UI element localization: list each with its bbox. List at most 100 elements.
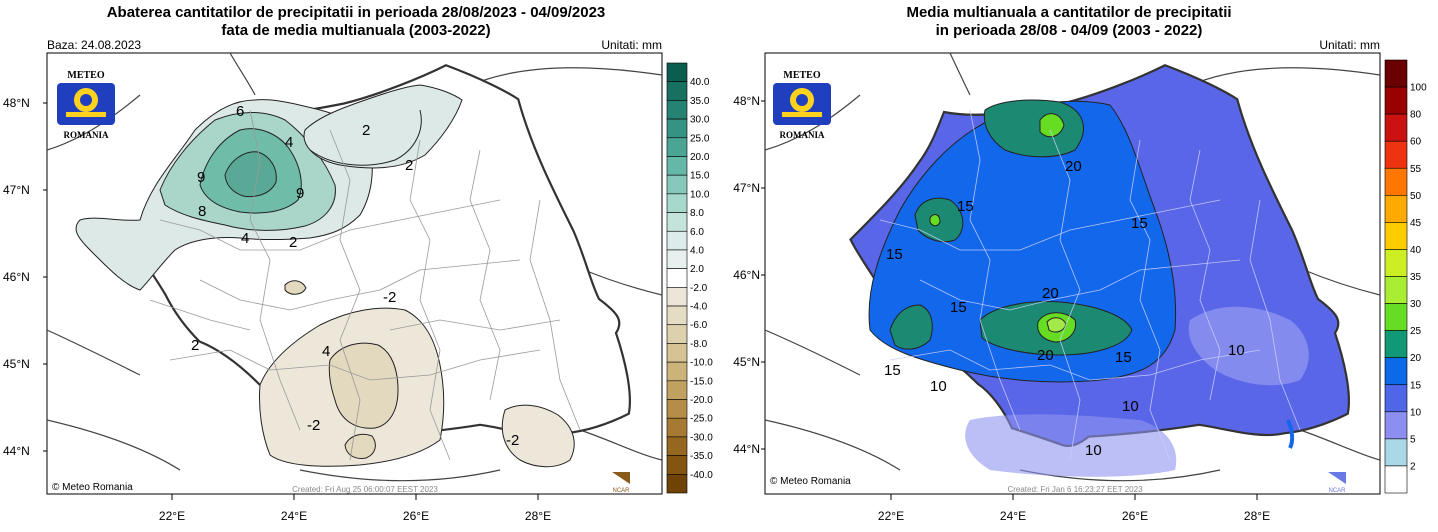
right-contour-labels: 15 20 15 15 15 20 15 20 15 10 10 10 10 (884, 158, 1245, 459)
right-lat-labels: 48°N 47°N 46°N 45°N 44°N (733, 94, 760, 456)
left-contour-label: -2 (383, 289, 396, 306)
legend-label: 8.0 (690, 208, 704, 219)
left-contour-label: 2 (362, 122, 370, 139)
legend-label: 45 (1410, 218, 1422, 229)
lat-label: 48°N (3, 96, 30, 110)
left-created: Created: Fri Aug 25 06:00:07 EEST 2023 (292, 485, 438, 494)
legend-label: 35.0 (690, 96, 710, 107)
legend-label: 40.0 (690, 77, 710, 88)
legend-swatch (666, 193, 688, 213)
lat-label: 48°N (733, 94, 760, 108)
left-contour-label: -2 (307, 417, 320, 434)
legend-swatch (666, 474, 688, 494)
legend-swatch (666, 455, 688, 475)
left-map-panel: Abaterea cantitatilor de precipitatii in… (3, 4, 713, 523)
legend-label: 15 (1410, 380, 1422, 391)
legend-label: 20 (1410, 353, 1422, 364)
right-logo-top: METEO (783, 70, 820, 81)
left-contour-labels: 6 4 2 2 9 9 8 4 2 -2 4 2 -2 -2 (191, 103, 519, 449)
lon-label: 22°E (878, 509, 904, 523)
lat-label: 46°N (733, 268, 760, 282)
left-contour-label: 2 (191, 337, 199, 354)
legend-swatch (1384, 357, 1408, 386)
legend-swatch (666, 399, 688, 419)
left-contour-label: 4 (241, 230, 249, 247)
lon-label: 24°E (281, 509, 307, 523)
right-contour-label: 20 (1037, 347, 1054, 364)
legend-label: 2 (1410, 461, 1416, 472)
svg-text:NCAR: NCAR (1328, 488, 1346, 494)
right-contour-label: 15 (950, 299, 967, 316)
legend-swatch (666, 137, 688, 157)
legend-label: 25 (1410, 326, 1422, 337)
legend-swatch (1384, 384, 1408, 413)
lat-label: 47°N (3, 183, 30, 197)
lon-label: 28°E (525, 509, 551, 523)
left-title-line2: fata de media multianuala (2003-2022) (221, 22, 490, 39)
right-contour-label: 20 (1065, 158, 1082, 175)
right-contour-label: 15 (1115, 349, 1132, 366)
legend-swatch (1384, 303, 1408, 331)
left-units-label: Unitati: mm (601, 38, 662, 52)
legend-swatch (666, 249, 688, 269)
left-contour-label: 4 (285, 134, 293, 151)
lon-label: 26°E (1122, 509, 1148, 523)
left-lon-labels: 22°E 24°E 26°E 28°E (159, 509, 551, 523)
right-logo-bottom: ROMANIA (780, 130, 825, 140)
left-base-label: Baza: 24.08.2023 (47, 38, 141, 52)
right-map-content: 15 20 15 15 15 20 15 20 15 10 10 10 10 (765, 53, 1380, 482)
legend-label: -6.0 (690, 320, 708, 331)
legend-label: 35 (1410, 272, 1422, 283)
legend-label: 100 (1410, 83, 1427, 94)
legend-swatch (1384, 438, 1408, 467)
left-contour-label: 4 (322, 343, 330, 360)
lat-label: 44°N (3, 444, 30, 458)
legend-label: -35.0 (690, 451, 713, 462)
right-contour-label: 10 (1085, 442, 1102, 459)
legend-label: -15.0 (690, 376, 713, 387)
legend-label: -4.0 (690, 302, 708, 313)
legend-label: -10.0 (690, 358, 713, 369)
legend-swatch (666, 81, 688, 101)
lon-label: 24°E (1000, 509, 1026, 523)
legend-label: -40.0 (690, 470, 713, 481)
legend-swatch (666, 287, 688, 307)
legend-swatch (666, 62, 688, 82)
legend-swatch (666, 268, 688, 288)
legend-label: 55 (1410, 164, 1422, 175)
legend-swatch (666, 230, 688, 251)
left-lat-labels: 48°N 47°N 46°N 45°N 44°N (3, 96, 30, 458)
legend-label: -25.0 (690, 414, 713, 425)
right-ncar-logo: NCAR (1328, 472, 1346, 494)
left-contour-label: -2 (506, 432, 519, 449)
right-created: Created: Fri Jan 6 16:23:27 EET 2023 (1007, 485, 1143, 494)
right-contour-label: 10 (1228, 342, 1245, 359)
legend-swatch (666, 118, 688, 139)
legend-swatch (1384, 167, 1408, 196)
lon-label: 26°E (403, 509, 429, 523)
legend-swatch (1384, 195, 1408, 223)
legend-swatch (1384, 113, 1408, 142)
legend-label: 30.0 (690, 115, 710, 126)
right-title-line2: in perioada 28/08 - 04/09 (2003 - 2022) (936, 22, 1203, 39)
lat-label: 46°N (3, 270, 30, 284)
legend-label: 20.0 (690, 152, 710, 163)
left-contour-label: 9 (296, 185, 304, 202)
right-credit: © Meteo Romania (770, 476, 851, 487)
legend-swatch (666, 417, 688, 438)
legend-label: 80 (1410, 110, 1422, 121)
left-credit: © Meteo Romania (52, 482, 133, 493)
legend-label: 10 (1410, 407, 1422, 418)
legend-label: 4.0 (690, 245, 704, 256)
legend-swatch (1384, 86, 1408, 115)
right-units-label: Unitati: mm (1319, 38, 1380, 52)
legend-swatch (666, 436, 688, 456)
legend-swatch (1384, 222, 1408, 250)
legend-swatch (666, 343, 688, 363)
legend-swatch (666, 305, 688, 326)
lon-label: 28°E (1244, 509, 1270, 523)
lat-label: 44°N (733, 442, 760, 456)
left-contour-label: 9 (197, 169, 205, 186)
legend-swatch (1384, 59, 1408, 88)
